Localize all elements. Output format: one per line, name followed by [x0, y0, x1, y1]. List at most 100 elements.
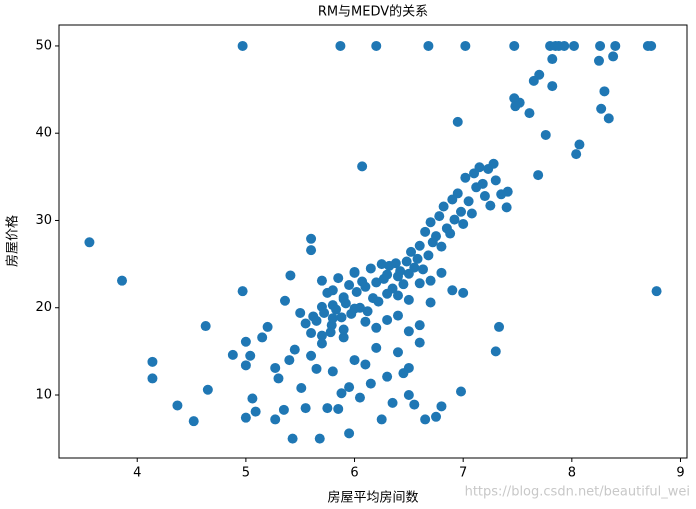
point [479, 191, 490, 202]
point [338, 324, 349, 335]
y-axis-label: 房屋价格 [5, 215, 21, 267]
point [227, 349, 238, 360]
point [240, 412, 251, 423]
point [300, 403, 311, 414]
point [295, 307, 306, 318]
point [524, 108, 535, 119]
point [403, 294, 414, 305]
point [425, 297, 436, 308]
x-tick-label: 5 [242, 466, 250, 481]
point [333, 403, 344, 414]
point [200, 321, 211, 332]
point [349, 266, 360, 277]
point [431, 231, 442, 242]
point [593, 55, 604, 66]
point [401, 256, 412, 267]
point [311, 363, 322, 374]
point [147, 356, 158, 367]
x-axis-label: 房屋平均房间数 [327, 490, 418, 506]
point [376, 414, 387, 425]
chart-title: RM与MEDV的关系 [318, 4, 428, 20]
point [488, 158, 499, 169]
point [414, 337, 425, 348]
point [382, 371, 393, 382]
point [452, 188, 463, 199]
point [371, 322, 382, 333]
point [559, 40, 570, 51]
point [344, 280, 355, 291]
point [240, 360, 251, 371]
x-tick-label: 6 [350, 466, 358, 481]
point [278, 404, 289, 415]
point [371, 277, 382, 288]
point [528, 75, 539, 86]
point [371, 342, 382, 353]
point [403, 326, 414, 337]
point [485, 200, 496, 211]
point [351, 287, 362, 298]
point [458, 218, 469, 229]
point [311, 315, 322, 326]
point [533, 170, 544, 181]
point [398, 368, 409, 379]
point [382, 269, 393, 280]
point [436, 267, 447, 278]
point [240, 336, 251, 347]
point [409, 262, 420, 273]
point [445, 228, 456, 239]
point [392, 290, 403, 301]
point [474, 162, 485, 173]
point [289, 344, 300, 355]
point [387, 283, 398, 294]
point [84, 237, 95, 248]
point [188, 416, 199, 427]
y-tick-label: 10 [35, 387, 52, 402]
point [306, 245, 317, 256]
point [490, 346, 501, 357]
point [395, 266, 406, 277]
y-tick-label: 40 [35, 126, 52, 141]
point [540, 129, 551, 140]
point [270, 414, 281, 425]
point [392, 347, 403, 358]
point [466, 208, 477, 219]
x-tick-label: 4 [133, 466, 141, 481]
point [247, 393, 258, 404]
point [610, 40, 621, 51]
point [319, 307, 330, 318]
watermark: https://blog.csdn.net/beautiful_wei [465, 485, 690, 500]
plot-frame [58, 24, 688, 459]
point [425, 217, 436, 228]
point [420, 226, 431, 237]
point [365, 378, 376, 389]
point [306, 350, 317, 361]
x-tick-label: 7 [459, 466, 467, 481]
point [390, 258, 401, 269]
point [296, 383, 307, 394]
point [509, 93, 520, 104]
point [406, 246, 417, 257]
point [423, 40, 434, 51]
point [316, 330, 327, 341]
point [603, 113, 614, 124]
point [287, 433, 298, 444]
point [494, 321, 505, 332]
point [456, 386, 467, 397]
point [425, 275, 436, 286]
point [449, 214, 460, 225]
point [335, 40, 346, 51]
point [270, 362, 281, 373]
point [257, 332, 268, 343]
point [452, 116, 463, 127]
point [349, 303, 360, 314]
point [382, 314, 393, 325]
point [284, 355, 295, 366]
point [300, 318, 311, 329]
point [392, 310, 403, 321]
point [447, 285, 458, 296]
point [456, 206, 467, 217]
point [409, 399, 420, 410]
point [417, 264, 428, 275]
point [373, 296, 384, 307]
